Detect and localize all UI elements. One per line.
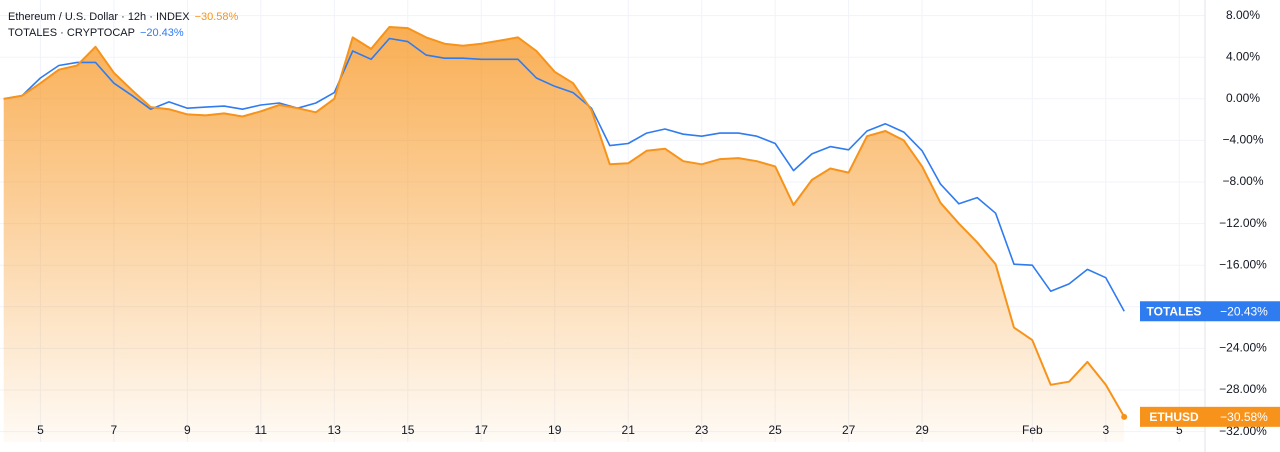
badge-name-bg <box>1140 406 1208 427</box>
x-tick-label: 25 <box>768 423 782 437</box>
badge-name: ETHUSD <box>1149 410 1199 424</box>
legend-change: −20.43% <box>140 27 184 39</box>
badge-name-bg <box>1140 301 1208 322</box>
legend-change: −30.58% <box>195 11 239 23</box>
x-tick-label: 5 <box>37 423 44 437</box>
area <box>3 27 1125 442</box>
badge-name: TOTALES <box>1147 304 1202 318</box>
last-point <box>1121 413 1128 420</box>
overlay: ETHUSD −30.58% TOTALES −20.43% Ethereum / U.… <box>8 11 1280 427</box>
price-axis: 8.00% 4.00% 0.00% −4.00% −8.00% −12.00% −16.00… <box>37 0 1267 452</box>
x-tick-label: 3 <box>1102 423 1109 437</box>
badge-value-bg <box>1208 406 1280 427</box>
badge-value: −30.58% <box>1220 410 1268 424</box>
x-tick-label: 11 <box>255 423 268 437</box>
x-tick-label: 17 <box>475 423 489 437</box>
y-tick-label: −4.00% <box>1222 133 1263 147</box>
badge-value: −20.43% <box>1220 304 1268 318</box>
y-tick-label: −12.00% <box>1219 216 1267 230</box>
x-tick-label: 19 <box>548 423 562 437</box>
y-tick-label: 4.00% <box>1226 49 1260 63</box>
legend-label: Ethereum / U.S. Dollar · 12h · INDEX <box>8 11 190 23</box>
x-tick-label: 27 <box>842 423 856 437</box>
x-tick-label: 5 <box>1176 423 1183 437</box>
x-tick-label: 23 <box>695 423 709 437</box>
y-tick-label: 8.00% <box>1226 8 1260 22</box>
y-tick-label: 0.00% <box>1226 91 1260 105</box>
x-tick-label: 29 <box>915 423 929 437</box>
y-tick-label: −16.00% <box>1219 257 1267 271</box>
badge-value-bg <box>1208 301 1280 322</box>
line <box>3 26 1126 418</box>
x-tick-label: 7 <box>111 423 118 437</box>
y-tick-label: −8.00% <box>1222 174 1263 188</box>
y-tick-label: −28.00% <box>1219 382 1267 396</box>
y-tick-label: −24.00% <box>1219 341 1267 355</box>
x-tick-label: 15 <box>401 423 415 437</box>
plot-area <box>3 26 1128 442</box>
x-tick-label: Feb <box>1022 423 1043 437</box>
x-tick-label: 13 <box>328 423 342 437</box>
x-tick-label: 9 <box>184 423 191 437</box>
line <box>3 37 1125 312</box>
legend-label: TOTALES · CRYPTOCAP <box>8 27 135 39</box>
x-tick-label: 21 <box>622 423 636 437</box>
y-tick-label: −32.00% <box>1219 424 1267 438</box>
